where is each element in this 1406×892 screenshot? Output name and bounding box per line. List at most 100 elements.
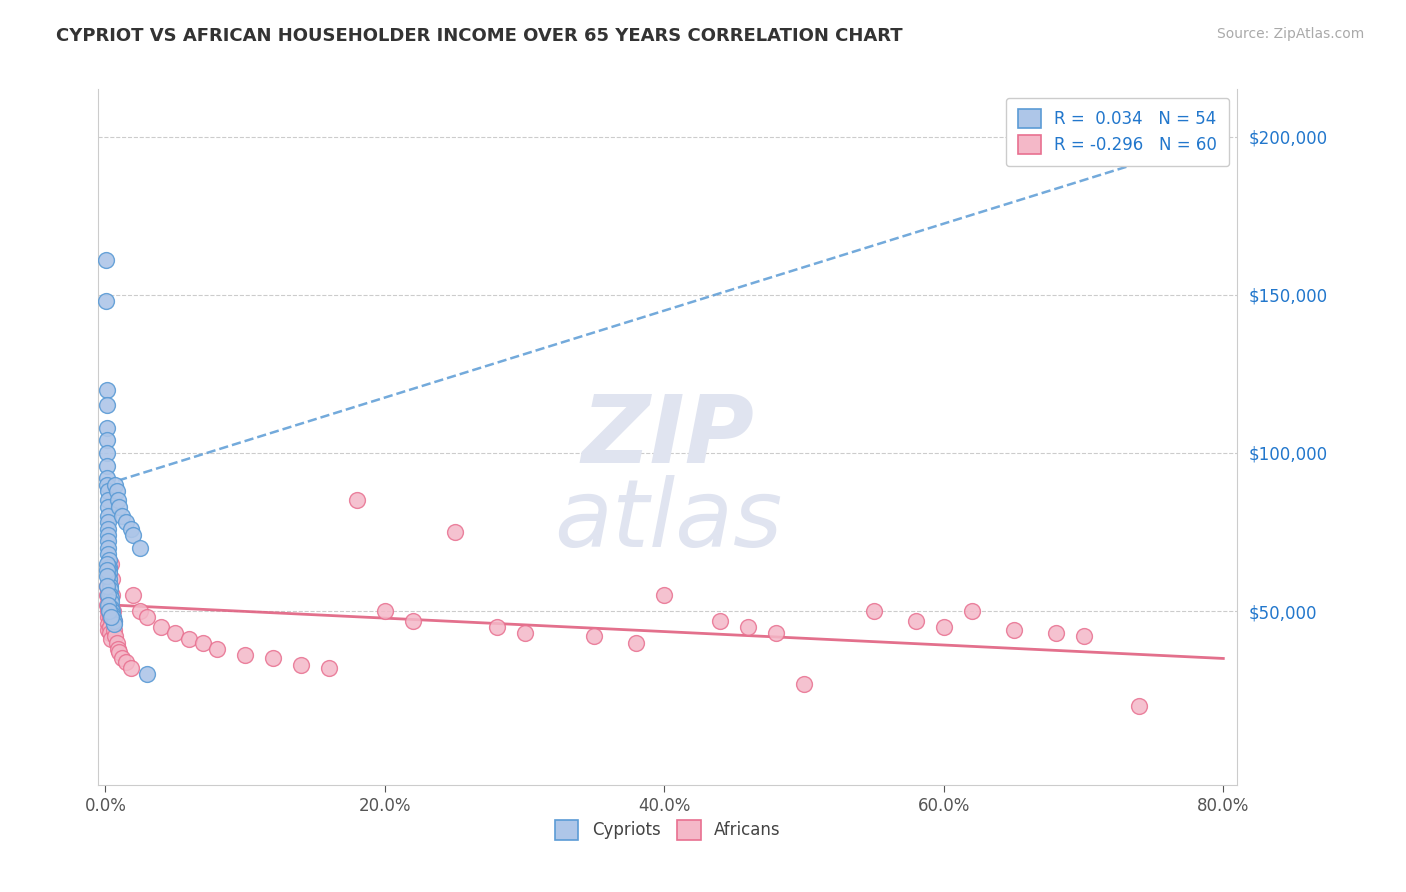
Point [97,541,120,555]
Point [107,493,129,508]
Point [100,573,122,587]
Point [100,557,122,571]
Point [97,610,120,624]
Point [96,383,118,397]
Point [97,500,120,514]
Point [122,588,145,602]
Point [100,610,122,624]
Point [96,483,118,498]
Point [233,648,256,663]
Point [97,516,120,530]
Point [115,516,138,530]
Point [120,661,142,675]
Point [1045,626,1067,640]
Point [193,635,215,649]
Point [108,500,131,514]
Point [111,509,134,524]
Point [107,642,129,657]
Point [96,458,118,473]
Point [108,645,131,659]
Point [103,623,125,637]
Point [103,616,125,631]
Point [904,614,927,628]
Point [960,604,983,618]
Point [97,559,120,574]
Text: ZIP: ZIP [582,391,754,483]
Point [96,579,118,593]
Point [98,573,121,587]
Point [98,626,121,640]
Point [94,252,117,267]
Point [96,579,118,593]
Point [129,604,152,618]
Point [96,563,118,577]
Point [104,629,127,643]
Point [179,632,201,647]
Point [1002,623,1025,637]
Point [709,614,731,628]
Point [96,569,118,583]
Point [100,604,122,618]
Point [96,604,118,618]
Point [136,667,159,681]
Point [96,588,118,602]
Point [101,607,124,622]
Point [318,661,340,675]
Point [104,477,127,491]
Point [374,604,396,618]
Point [97,553,120,567]
Point [96,557,118,571]
Point [402,614,425,628]
Point [97,522,120,536]
Point [98,620,121,634]
Text: Source: ZipAtlas.com: Source: ZipAtlas.com [1216,27,1364,41]
Point [97,534,120,549]
Point [1073,629,1095,643]
Point [793,677,815,691]
Point [101,610,124,624]
Point [626,635,648,649]
Point [932,620,955,634]
Point [97,604,120,618]
Point [129,541,152,555]
Point [98,588,121,602]
Point [583,629,606,643]
Point [96,477,118,491]
Point [96,493,118,508]
Point [98,563,121,577]
Point [97,547,120,561]
Point [101,588,124,602]
Point [97,588,120,602]
Point [97,598,120,612]
Text: atlas: atlas [554,475,782,566]
Point [136,610,159,624]
Point [443,524,465,539]
Point [101,604,124,618]
Point [98,604,121,618]
Legend: Cypriots, Africans: Cypriots, Africans [548,814,787,847]
Point [96,588,118,602]
Point [96,399,118,413]
Point [98,610,121,624]
Point [100,600,122,615]
Point [654,588,676,602]
Point [346,493,368,508]
Point [122,528,145,542]
Point [96,294,118,309]
Point [115,655,138,669]
Point [103,614,125,628]
Point [100,632,122,647]
Point [103,614,125,628]
Point [485,620,508,634]
Point [100,594,122,608]
Point [98,566,121,580]
Point [737,620,759,634]
Point [96,446,118,460]
Point [97,616,120,631]
Point [98,582,121,596]
Point [105,483,128,498]
Text: CYPRIOT VS AFRICAN HOUSEHOLDER INCOME OVER 65 YEARS CORRELATION CHART: CYPRIOT VS AFRICAN HOUSEHOLDER INCOME OV… [56,27,903,45]
Point [205,642,228,657]
Point [765,626,787,640]
Point [111,651,134,665]
